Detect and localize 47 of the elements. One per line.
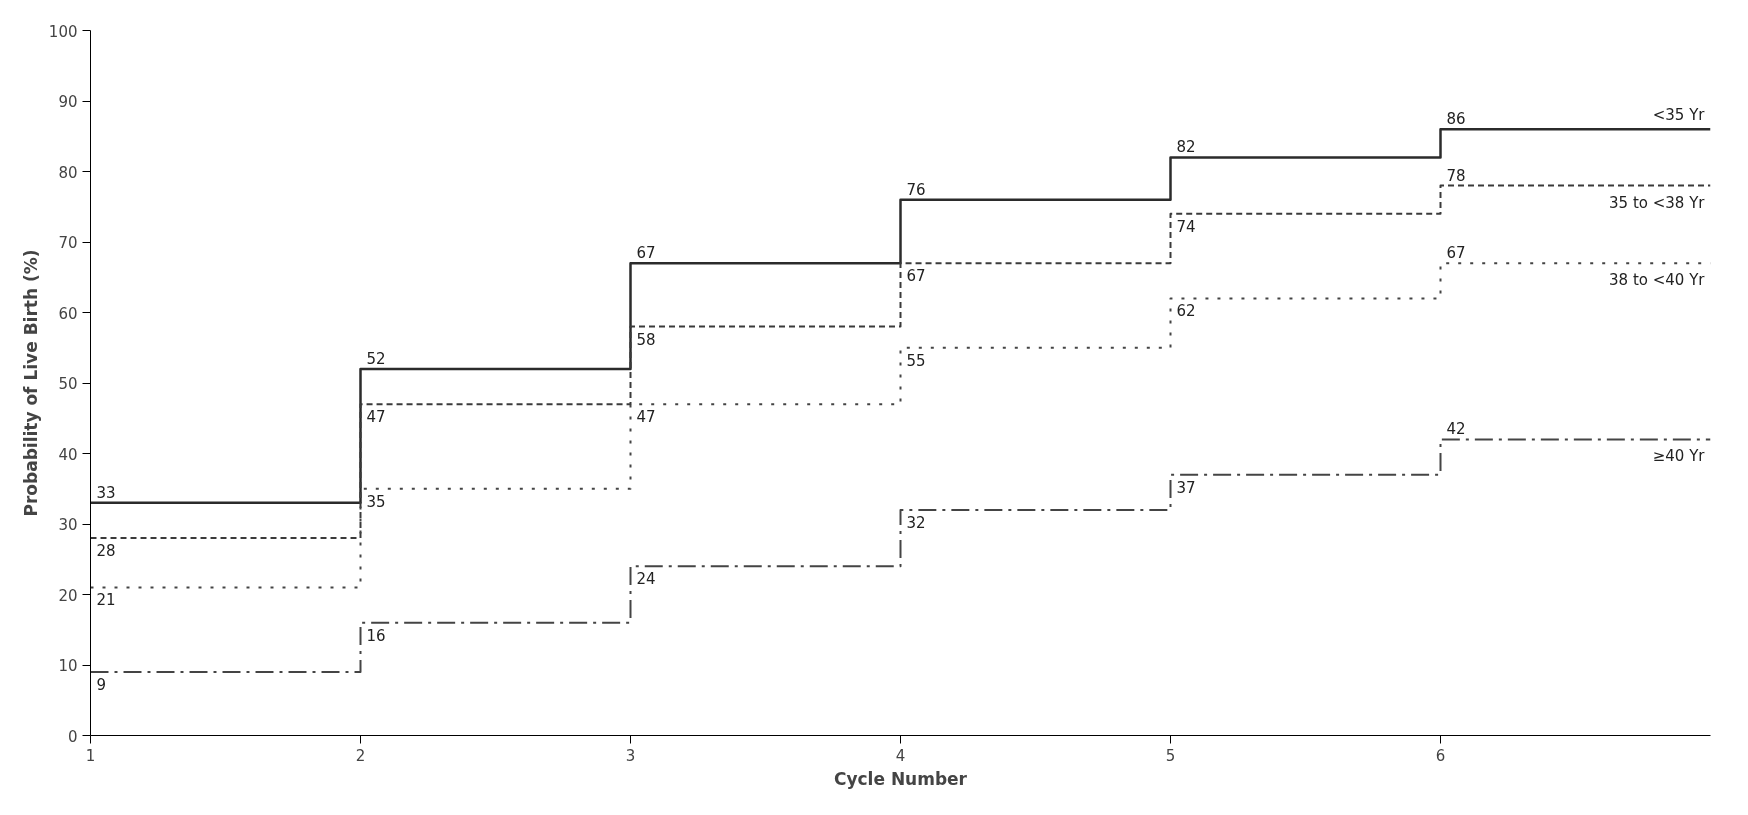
x-tick-label: 6 bbox=[1435, 746, 1446, 765]
x-tick-label: 4 bbox=[895, 746, 906, 765]
data-label: 67 bbox=[636, 244, 656, 263]
data-label: 52 bbox=[366, 349, 386, 368]
data-label: 16 bbox=[366, 626, 386, 645]
data-label: 42 bbox=[1446, 420, 1466, 439]
data-label: 47 bbox=[366, 408, 386, 427]
y-tick-label: 10 bbox=[58, 657, 78, 675]
series-label: 35 to <38 Yr bbox=[1609, 193, 1706, 212]
y-tick-label: 100 bbox=[48, 22, 78, 41]
y-tick-label: 50 bbox=[58, 375, 78, 393]
y-tick-label: 60 bbox=[58, 304, 78, 323]
data-label: 32 bbox=[906, 513, 926, 532]
data-label: 21 bbox=[96, 591, 116, 610]
data-label: 47 bbox=[636, 408, 656, 427]
data-label: 9 bbox=[96, 676, 107, 695]
series-label: ≥40 Yr bbox=[1652, 447, 1706, 466]
data-label: 78 bbox=[1446, 166, 1466, 185]
data-label: 74 bbox=[1176, 217, 1196, 236]
data-label: 28 bbox=[96, 542, 116, 561]
series-label: <35 Yr bbox=[1652, 106, 1706, 125]
x-tick-label: 3 bbox=[625, 746, 636, 765]
data-label: 55 bbox=[906, 351, 926, 370]
series-label: 38 to <40 Yr bbox=[1609, 271, 1706, 290]
x-tick-label: 2 bbox=[355, 746, 366, 765]
data-label: 58 bbox=[636, 330, 656, 349]
x-axis-title: Cycle Number bbox=[833, 768, 968, 789]
data-label: 35 bbox=[366, 492, 386, 511]
y-tick-label: 80 bbox=[58, 163, 78, 182]
y-tick-label: 20 bbox=[58, 586, 78, 605]
data-label: 33 bbox=[96, 483, 116, 502]
data-label: 62 bbox=[1176, 302, 1196, 321]
y-tick-label: 90 bbox=[58, 93, 78, 111]
data-label: 86 bbox=[1446, 110, 1466, 129]
y-tick-label: 40 bbox=[58, 445, 78, 464]
y-tick-label: 0 bbox=[67, 727, 78, 746]
x-tick-label: 5 bbox=[1165, 746, 1176, 765]
data-label: 76 bbox=[906, 180, 926, 199]
x-tick-label: 1 bbox=[85, 746, 96, 765]
data-label: 24 bbox=[636, 570, 656, 589]
data-label: 82 bbox=[1176, 138, 1196, 157]
data-label: 67 bbox=[906, 267, 926, 286]
data-label: 67 bbox=[1446, 244, 1466, 263]
y-tick-label: 30 bbox=[58, 516, 78, 534]
y-axis-title: Probability of Live Birth (%) bbox=[20, 249, 41, 517]
data-label: 37 bbox=[1176, 478, 1196, 497]
y-tick-label: 70 bbox=[58, 234, 78, 252]
